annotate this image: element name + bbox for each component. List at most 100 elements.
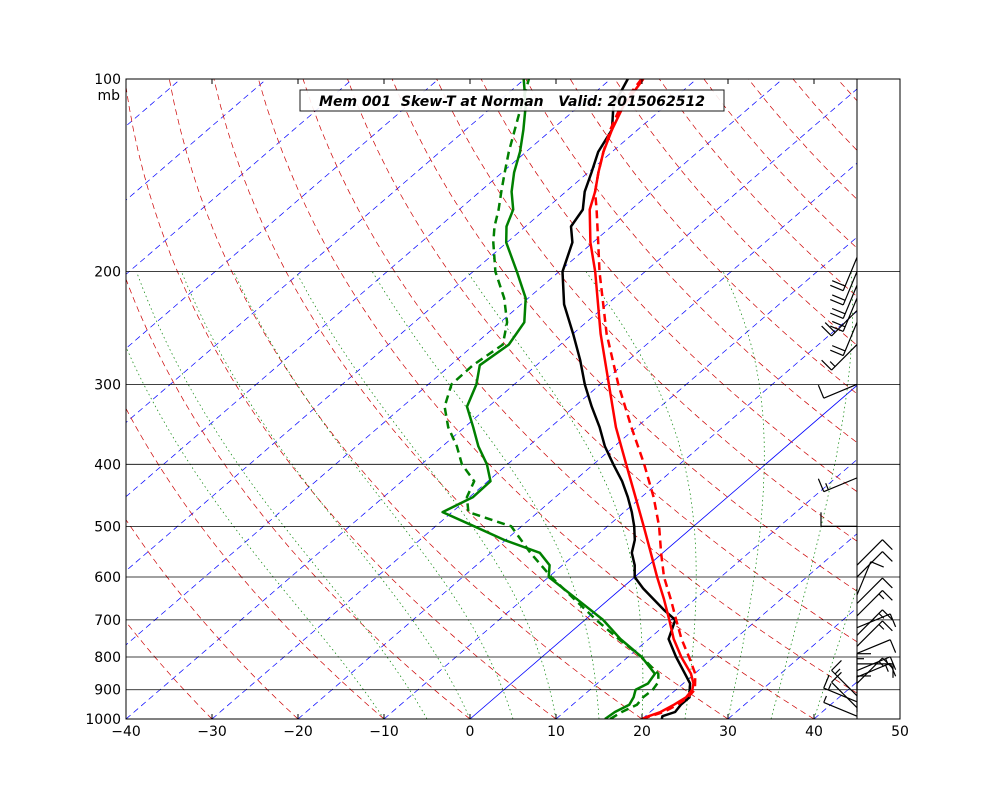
pressure-tick-label: 700 [94, 613, 121, 629]
wind-barb-flag [824, 322, 836, 333]
pressure-tick-label: 900 [94, 683, 121, 699]
wind-barb-flag [882, 539, 893, 551]
wind-barb-flag [882, 551, 893, 562]
dry-adiabat-line [480, 79, 857, 493]
wind-barb-shaft [842, 257, 858, 291]
wind-barb-shaft [856, 639, 891, 655]
pressure-tick-label: 200 [94, 265, 121, 281]
wind-barb-shaft [842, 271, 858, 306]
wind-barb-shaft [856, 613, 891, 629]
wind-barb-flag [831, 280, 846, 287]
temperature-tick-label: 0 [466, 724, 475, 740]
moist-adiabat-line [770, 271, 854, 719]
temperature-tick-label: 10 [547, 724, 565, 740]
wind-barb-flag [817, 478, 825, 492]
title-box [299, 89, 725, 112]
wind-barb-flag [831, 307, 846, 315]
dewpoint-profile-solid [441, 79, 657, 719]
wind-barb-flag [830, 325, 844, 332]
dry-adiabat-line [927, 79, 1000, 719]
dry-adiabat-line [258, 79, 815, 719]
wind-barb-flag [817, 384, 825, 399]
pressure-tick-label: 1000 [85, 712, 121, 728]
wind-barb-flag [830, 349, 844, 357]
isotherm-line [555, 459, 857, 719]
wind-barb-flag [830, 299, 844, 306]
moist-adiabat-line [467, 271, 644, 719]
wind-barb-shaft [823, 383, 858, 399]
wind-barb-shaft [856, 551, 883, 578]
wind-barb-flag [882, 620, 893, 632]
wind-barb-shaft [831, 669, 858, 697]
isotherm-line [126, 79, 525, 423]
wind-barb-flag [882, 589, 893, 601]
wind-barb-flag [870, 561, 884, 568]
wind-barb-shaft [823, 687, 858, 703]
isotherm-line [727, 607, 857, 719]
isotherm-line [0, 79, 9, 719]
wind-barb-flag [821, 325, 832, 337]
isotherm-line [126, 79, 783, 646]
dry-adiabat-line [569, 79, 857, 395]
virtual-temperature-profile-dashed [593, 79, 697, 719]
dry-adiabat-line [168, 79, 643, 719]
wind-barb-flag [889, 656, 897, 670]
pressure-tick-label: 800 [94, 650, 121, 666]
wind-barb-half-flag [834, 668, 841, 675]
moist-adiabat-line [295, 271, 557, 719]
pressure-unit-label: mb [97, 88, 120, 104]
wind-barb-half-flag [878, 624, 885, 630]
wind-barb-shaft [823, 477, 858, 493]
wind-barb-shaft [823, 701, 858, 717]
dry-adiabat-line [436, 79, 857, 542]
plot-background [126, 79, 857, 719]
plot-frame [125, 78, 901, 720]
chart-title: Mem 001 Skew-T at Norman Valid: 20150625… [319, 94, 705, 110]
wind-barb-shaft [856, 539, 883, 566]
wind-barb-flag [831, 660, 842, 671]
wind-barb-shaft [856, 561, 872, 596]
dry-adiabat-line [971, 79, 1000, 719]
wind-barb-flag [889, 639, 897, 653]
wind-barb-half-flag [829, 361, 836, 367]
dry-adiabat-line [126, 621, 213, 719]
isotherm-line [641, 533, 857, 719]
dry-adiabat-line [126, 407, 385, 719]
wind-barb-flag [830, 284, 844, 292]
dry-adiabat-line [126, 519, 299, 719]
wind-barb-shaft [831, 310, 858, 337]
dewpoint-profile-dashed [443, 79, 660, 719]
dry-adiabat-line [614, 79, 857, 346]
wind-barb-shaft [842, 297, 858, 332]
temperature-tick-label: 30 [719, 724, 737, 740]
moist-adiabat-line [233, 271, 514, 719]
temperature-tick-label: −30 [197, 724, 227, 740]
isotherm-line [211, 162, 857, 719]
isobar-lines [126, 271, 900, 691]
isotherm-line [126, 79, 611, 498]
pressure-tick-label: 300 [94, 377, 121, 393]
wind-barb-flag [831, 320, 846, 328]
dry-adiabat-line [302, 79, 857, 694]
wind-barb-half-flag [878, 593, 885, 600]
wind-barb-shaft [856, 589, 883, 617]
wind-barb-half-flag [823, 695, 827, 703]
dry-adiabat-line [213, 79, 729, 719]
temperature-profile-solid [561, 79, 692, 719]
wind-barb-shaft [842, 322, 858, 356]
wind-barb-shaft [856, 577, 883, 604]
temperature-tick-label: 20 [633, 724, 651, 740]
wind-barb-flag [821, 359, 832, 371]
wind-barb-shaft [831, 344, 858, 371]
temperature-tick-label: −20 [283, 724, 313, 740]
wind-barb-half-flag [827, 683, 832, 691]
temperature-tick-label: −10 [369, 724, 399, 740]
wind-barb-flag [831, 294, 846, 301]
wind-barb-flag [831, 671, 842, 683]
pressure-tick-label: 500 [94, 519, 121, 535]
isotherm-line [126, 88, 857, 719]
wind-barb-shaft [856, 662, 891, 678]
pressure-tick-label: 400 [94, 457, 121, 473]
